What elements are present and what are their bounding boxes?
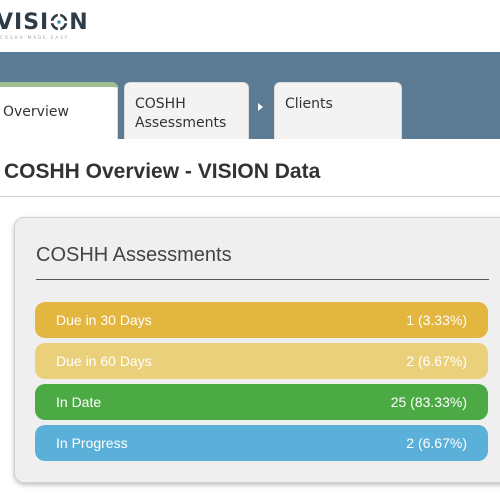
stat-label: In Progress bbox=[56, 435, 128, 451]
tab-coshh-assessments[interactable]: COSHH Assessments bbox=[124, 82, 249, 139]
tab-clients-label: Clients bbox=[285, 96, 333, 112]
stat-label: Due in 60 Days bbox=[56, 353, 152, 369]
logo-tagline: COSHH MADE EASY bbox=[0, 35, 70, 40]
stat-due-60-days[interactable]: Due in 60 Days 2 (6.67%) bbox=[35, 343, 488, 379]
page-title: COSHH Overview - VISION Data bbox=[4, 160, 321, 183]
stat-in-date[interactable]: In Date 25 (83.33%) bbox=[35, 384, 488, 420]
stat-value: 1 (3.33%) bbox=[406, 312, 467, 328]
logo-text-left: VISI bbox=[0, 9, 50, 35]
stat-value: 25 (83.33%) bbox=[390, 394, 467, 410]
stat-value: 2 (6.67%) bbox=[406, 435, 467, 451]
stat-label: In Date bbox=[56, 394, 102, 410]
stat-value: 2 (6.67%) bbox=[406, 353, 467, 369]
logo-wordmark: VISI N bbox=[0, 10, 89, 35]
stat-in-progress[interactable]: In Progress 2 (6.67%) bbox=[35, 425, 488, 461]
tab-clients[interactable]: Clients bbox=[274, 82, 402, 139]
tab-coshh-assessments-label: COSHH Assessments bbox=[135, 96, 227, 131]
vision-logo[interactable]: VISI N COSHH MADE EASY bbox=[0, 7, 89, 41]
logo-crosshair-icon bbox=[50, 13, 69, 31]
stat-label: Due in 30 Days bbox=[56, 312, 152, 328]
tab-overview-label: Overview bbox=[3, 104, 69, 120]
coshh-assessments-panel: COSHH Assessments Due in 30 Days 1 (3.33… bbox=[14, 217, 500, 483]
tab-overview[interactable]: Overview bbox=[0, 82, 118, 139]
tab-arrow-icon bbox=[258, 103, 263, 111]
logo-text-right: N bbox=[69, 9, 89, 35]
title-divider bbox=[0, 196, 500, 197]
panel-divider bbox=[36, 279, 489, 280]
panel-title: COSHH Assessments bbox=[36, 244, 232, 266]
stat-due-30-days[interactable]: Due in 30 Days 1 (3.33%) bbox=[35, 302, 488, 338]
